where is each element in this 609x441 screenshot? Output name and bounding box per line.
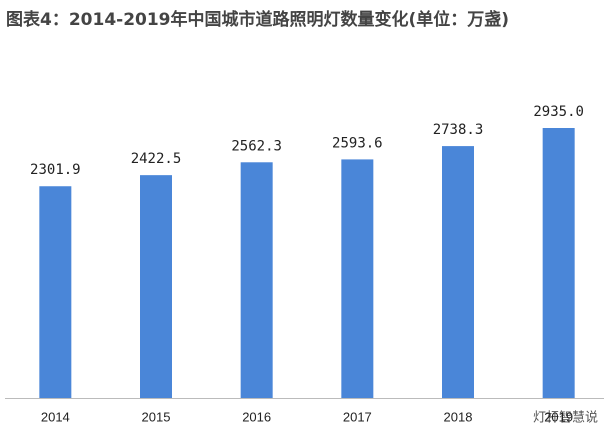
chart-title: 图表4：2014-2019年中国城市道路照明灯数量变化(单位：万盏)	[6, 10, 510, 30]
value-label: 2738.3	[433, 122, 484, 138]
x-tick-label: 2015	[142, 409, 171, 424]
x-tick-label: 2019	[544, 409, 573, 424]
value-label: 2422.5	[131, 151, 182, 167]
x-tick-label: 2014	[41, 409, 70, 424]
value-label: 2301.9	[30, 162, 81, 178]
bar	[542, 128, 575, 398]
x-tick-label: 2017	[343, 409, 372, 424]
value-label: 2562.3	[231, 138, 282, 154]
bar	[39, 186, 72, 398]
value-label: 2593.6	[332, 135, 383, 151]
bar	[341, 159, 374, 398]
bar	[442, 146, 474, 398]
source-label: 灯杆智慧说	[533, 410, 598, 426]
x-tick-label: 2016	[242, 409, 271, 424]
bar	[140, 175, 172, 398]
x-tick-label: 2018	[444, 409, 473, 424]
bar	[240, 162, 273, 398]
value-label: 2935.0	[533, 104, 584, 120]
